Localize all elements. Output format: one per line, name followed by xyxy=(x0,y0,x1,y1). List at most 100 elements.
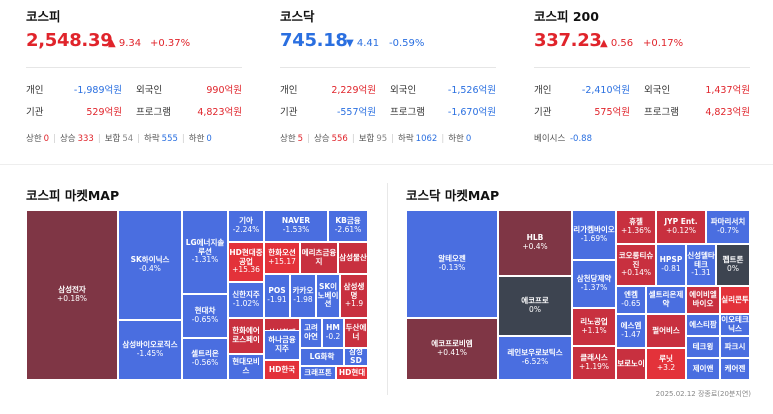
kospi-tile[interactable]: KB금융 -2.61% xyxy=(328,210,368,242)
stock-change: -1.47 xyxy=(621,330,641,339)
stock-name: SK이노베이션 xyxy=(317,282,339,309)
stock-change: -1.69% xyxy=(580,234,608,243)
investor-value: -557억원 xyxy=(336,107,376,118)
kosdaq-tile[interactable]: 제이앤 xyxy=(686,358,720,380)
kosdaq-tile[interactable]: 셀트리온제약 xyxy=(646,286,686,314)
kospi-tile[interactable]: 삼성생명 +1.9 xyxy=(340,274,368,318)
stock-change: +1.1% xyxy=(581,326,607,335)
kospi-tile[interactable]: 삼성전자 +0.18% xyxy=(26,210,118,380)
kospi200-percent: +0.17% xyxy=(643,38,684,49)
stock-name: 테크윙 xyxy=(692,341,714,351)
kospi-title[interactable]: 코스피 xyxy=(26,9,61,24)
kospi-tile[interactable]: 셀트리온 -0.56% xyxy=(182,338,228,380)
kosdaq-tile[interactable]: 엔켐 -0.65 xyxy=(616,286,646,314)
kosdaq-tile[interactable]: 리가켐바이오 -1.69% xyxy=(572,210,616,260)
kospi-panel: 코스피 2,548.39 ▲ 9.34 +0.37% 개인 -1,989억원 외… xyxy=(26,0,242,152)
kosdaq-tile[interactable]: 펄어비스 xyxy=(646,314,686,348)
kosdaq-tile[interactable]: 에코프로 0% xyxy=(498,276,572,336)
kosdaq-tile[interactable]: 테크윙 xyxy=(686,336,720,358)
kospi-tile[interactable]: LG화학 xyxy=(300,348,344,366)
kospi-tile[interactable]: 두산에너 xyxy=(344,318,368,348)
kosdaq-tile[interactable]: 리노공업 +1.1% xyxy=(572,308,616,346)
kosdaq-tile[interactable]: 에스티팜 xyxy=(686,314,720,336)
kosdaq-tile[interactable]: HPSP -0.81 xyxy=(656,244,686,286)
stock-name: 실리콘투 xyxy=(721,294,749,304)
stock-change: -1.31 xyxy=(691,268,711,278)
kosdaq-tile[interactable]: 펩트론 0% xyxy=(716,244,750,286)
stock-change: -1.45% xyxy=(136,349,164,358)
kosdaq-tile[interactable]: 클래시스 +1.19% xyxy=(572,346,616,380)
kosdaq-tile[interactable]: 케어젠 xyxy=(720,358,750,380)
stock-name: 보로노이 xyxy=(617,358,645,368)
investor-label: 개인 xyxy=(280,85,298,96)
kospi200-title[interactable]: 코스피 200 xyxy=(534,9,599,24)
kospi-tile[interactable]: HD한국 xyxy=(264,360,300,380)
kosdaq-map-title[interactable]: 코스닥 마켓MAP xyxy=(406,188,500,203)
kospi-tile[interactable]: 카카오 -1.98 xyxy=(290,274,316,318)
kosdaq-tile[interactable]: 파크시 xyxy=(720,336,750,358)
kospi-tile[interactable]: 신한지주 -1.02% xyxy=(228,282,264,318)
kospi-tile[interactable]: 현대모비스 xyxy=(228,354,264,380)
kosdaq-panel: 코스닥 745.18 ▼ 4.41 -0.59% 개인 2,229억원 외국인 … xyxy=(280,0,496,152)
investor-value: 2,229억원 xyxy=(331,85,376,96)
kospi-tile[interactable]: NAVER -1.53% xyxy=(264,210,328,242)
stock-name: 카카오 xyxy=(292,286,314,296)
kosdaq-tile[interactable]: 레인보우로보틱스 -6.52% xyxy=(498,336,572,380)
stock-name: KB금융 xyxy=(335,216,361,226)
kospi-tile[interactable]: 하나금융지주 xyxy=(264,330,300,360)
kospi-tile[interactable]: 한화오션 +15.17 xyxy=(264,242,300,274)
kosdaq-tile[interactable]: 코오롱티슈진 +0.14% xyxy=(616,244,656,286)
kosdaq-tile[interactable]: 실리콘투 xyxy=(720,286,750,314)
kosdaq-tile[interactable]: 휴젤 +1.36% xyxy=(616,210,656,244)
kosdaq-tile[interactable]: 보로노이 xyxy=(616,348,646,380)
divider xyxy=(534,67,750,68)
kosdaq-tile[interactable]: 루닛 +3.2 xyxy=(646,348,686,380)
kospi-tile[interactable]: 삼성SD xyxy=(344,348,368,366)
kospi-tile[interactable]: 삼성바이오로직스 -1.45% xyxy=(118,320,182,380)
kospi-tile[interactable]: SK하이닉스 -0.4% xyxy=(118,210,182,320)
stock-change: -0.56% xyxy=(191,358,219,367)
kospi-tile[interactable]: 삼성물산 xyxy=(338,242,368,274)
kosdaq-tile[interactable]: HLB +0.4% xyxy=(498,210,572,276)
stock-name: 펄어비스 xyxy=(652,325,680,335)
kospi-tile[interactable]: LG에너지솔루션 -1.31% xyxy=(182,210,228,294)
kosdaq-tile[interactable]: 에스엠 -1.47 xyxy=(616,314,646,348)
stock-name: 제이앤 xyxy=(692,363,714,373)
kosdaq-tile[interactable]: 에이비엘바이오 xyxy=(686,286,720,314)
stock-change: -1.98 xyxy=(293,295,313,304)
kosdaq-tile[interactable]: 삼천당제약 -1.37% xyxy=(572,260,616,308)
kosdaq-tile[interactable]: 에코프로비엠 +0.41% xyxy=(406,318,498,380)
kospi-tile[interactable]: SK이노베이션 xyxy=(316,274,340,318)
stock-change: -0.65% xyxy=(191,315,219,324)
kosdaq-tile[interactable]: 이오테크닉스 xyxy=(720,314,750,336)
stock-name: POS xyxy=(268,286,286,296)
stock-change: 0% xyxy=(529,305,541,314)
kosdaq-tile[interactable]: 신성델타테크 -1.31 xyxy=(686,244,716,286)
kospi-tile[interactable]: HM -0.2 xyxy=(322,318,344,348)
kospi-value: 2,548.39 xyxy=(26,30,113,51)
kosdaq-title[interactable]: 코스닥 xyxy=(280,9,315,24)
kospi-tile[interactable]: 현대차 -0.65% xyxy=(182,294,228,338)
stock-name: 한화오션 xyxy=(268,248,296,258)
investor-value: -1,526억원 xyxy=(447,85,496,96)
stock-change: +15.17 xyxy=(268,257,296,266)
kospi-tile[interactable]: 크래프톤 xyxy=(300,366,336,380)
stock-name: 이오테크닉스 xyxy=(721,315,749,333)
kospi-tile[interactable]: HD현대중공업 +15.36 xyxy=(228,242,264,282)
stock-name: 하나금융지주 xyxy=(268,335,296,353)
kosdaq-tile[interactable]: 파마리서치 -0.7% xyxy=(706,210,750,244)
kospi-tile[interactable]: HD현대 xyxy=(336,366,368,380)
stock-change: -1.31% xyxy=(191,255,219,265)
kospi-map-title[interactable]: 코스피 마켓MAP xyxy=(26,188,120,203)
kosdaq-tile[interactable]: 알테오젠 -0.13% xyxy=(406,210,498,318)
kospi-tile[interactable]: 고려아연 xyxy=(300,318,322,348)
investor-label: 기관 xyxy=(280,107,298,118)
kosdaq-value: 745.18 xyxy=(280,30,348,51)
divider xyxy=(280,67,496,68)
kospi-tile[interactable]: 메리츠금융지 xyxy=(300,242,338,274)
kospi-tile[interactable]: POS -1.91 xyxy=(264,274,290,318)
kospi-tile[interactable]: 기아 -2.24% xyxy=(228,210,264,242)
kosdaq-tile[interactable]: JYP Ent. +0.12% xyxy=(656,210,706,244)
kospi-tile[interactable]: 한화에어로스페이 xyxy=(228,318,264,354)
stock-name: JYP Ent. xyxy=(664,217,698,227)
